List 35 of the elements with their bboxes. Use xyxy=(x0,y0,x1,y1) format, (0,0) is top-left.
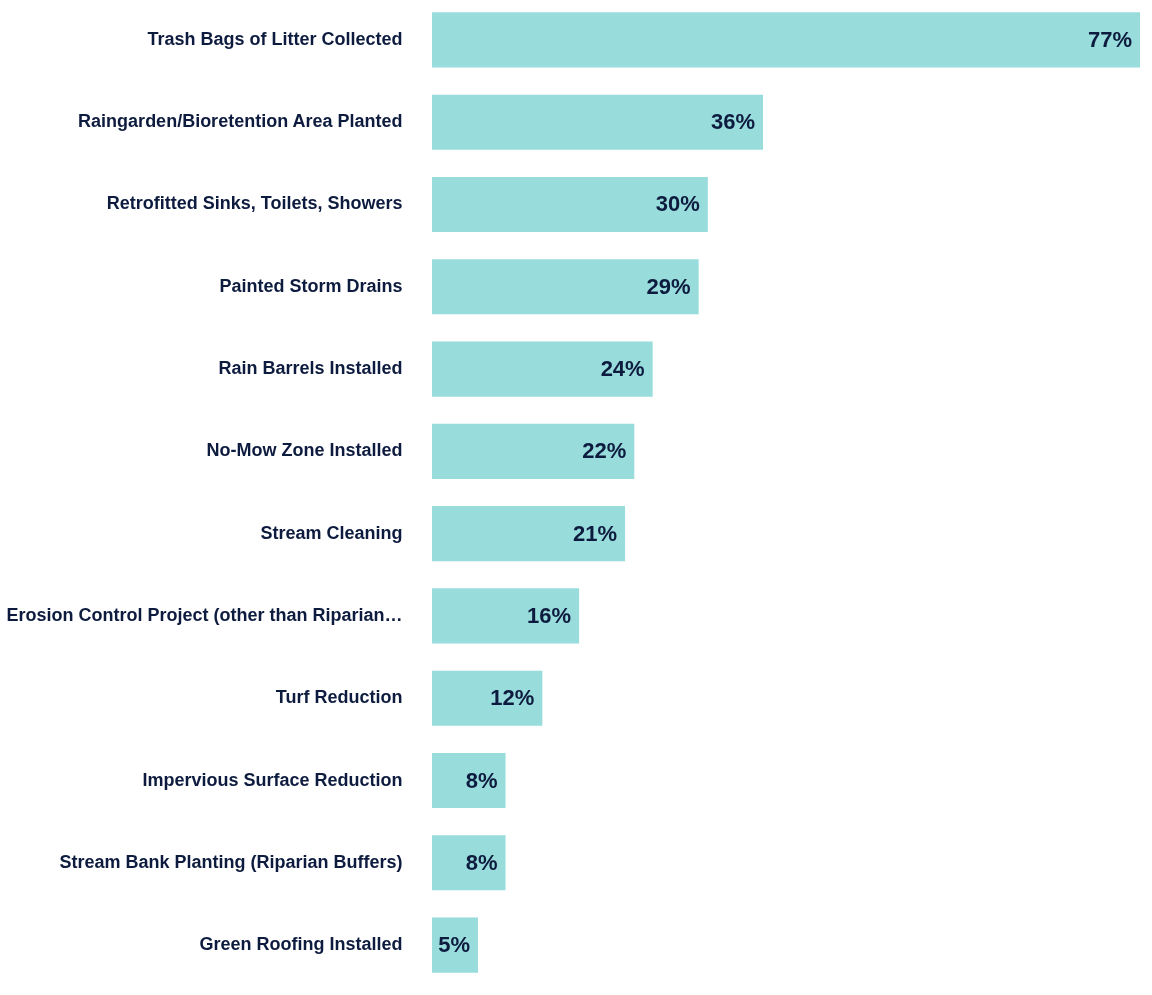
data-label: 24% xyxy=(600,356,645,382)
bar xyxy=(432,12,1140,68)
data-label: 12% xyxy=(490,685,535,711)
bar xyxy=(432,835,506,891)
data-label: 8% xyxy=(465,849,498,875)
bar xyxy=(432,94,764,150)
bar xyxy=(432,341,653,397)
y-tick-label: No-Mow Zone Installed xyxy=(206,440,403,461)
y-tick-label: Turf Reduction xyxy=(275,687,403,708)
y-tick-label: Impervious Surface Reduction xyxy=(142,769,403,790)
y-tick-label: Erosion Control Project (other than Riparian… xyxy=(6,604,403,625)
data-label: 29% xyxy=(646,273,691,299)
bar xyxy=(432,423,635,479)
data-label: 8% xyxy=(465,767,498,793)
y-tick-label: Green Roofing Installed xyxy=(199,934,403,955)
data-label: 22% xyxy=(582,438,627,464)
data-label: 36% xyxy=(710,109,756,135)
data-label: 21% xyxy=(573,520,618,546)
bar xyxy=(432,506,626,562)
y-tick-label: Trash Bags of Litter Collected xyxy=(147,28,403,49)
y-tick-label: Painted Storm Drains xyxy=(219,275,403,296)
data-label: 30% xyxy=(655,191,700,217)
bar xyxy=(432,176,708,233)
y-tick-label: Rain Barrels Installed xyxy=(218,358,403,379)
data-label: 16% xyxy=(527,602,572,628)
bar xyxy=(432,259,699,315)
y-tick-label: Stream Bank Planting (Riparian Buffers) xyxy=(59,851,403,872)
data-label: 77% xyxy=(1087,26,1132,52)
y-tick-label: Stream Cleaning xyxy=(260,522,403,543)
data-label: 5% xyxy=(438,932,470,958)
y-tick-label: Raingarden/Bioretention Area Planted xyxy=(78,111,403,132)
y-tick-label: Retrofitted Sinks, Toilets, Showers xyxy=(106,193,403,214)
bar xyxy=(432,752,506,809)
bar xyxy=(432,588,580,644)
bar xyxy=(432,670,543,726)
